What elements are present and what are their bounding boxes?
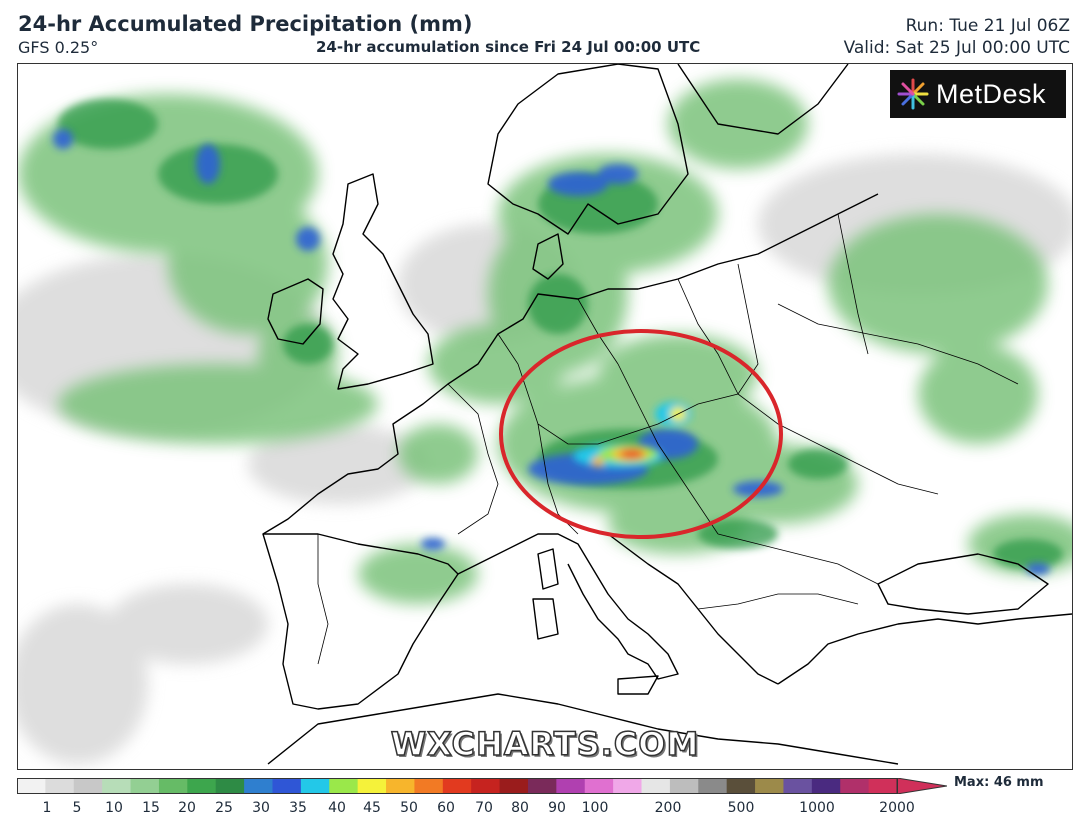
colorbar-tick-label: 1000 — [799, 800, 835, 816]
metdesk-logo: MetDesk — [890, 70, 1066, 118]
colorbar-segment — [158, 778, 188, 794]
colorbar-segment — [527, 778, 557, 794]
colorbar-segment — [840, 778, 870, 794]
precipitation-map: MetDesk WXCHARTS.COM — [17, 63, 1073, 770]
colorbar-segment — [357, 778, 387, 794]
coastlines — [262, 64, 1072, 765]
colorbar-tick-label: 100 — [581, 800, 609, 816]
colorbar-tick-label: 1 — [42, 800, 52, 816]
colorbar-segment — [300, 778, 330, 794]
metdesk-burst-logo-icon — [897, 78, 929, 110]
colorbar-segment — [641, 778, 671, 794]
colorbar-segment — [613, 778, 643, 794]
colorbar-segment — [329, 778, 359, 794]
wxcharts-watermark: WXCHARTS.COM — [390, 724, 700, 764]
colorbar-tick-label: 200 — [654, 800, 682, 816]
colorbar-segment — [584, 778, 614, 794]
metdesk-logo-text: MetDesk — [936, 78, 1047, 109]
colorbar-tick-label: 60 — [437, 800, 455, 816]
max-value-label: Max: 46 mm — [954, 775, 1044, 790]
colorbar-segment — [17, 778, 46, 794]
colorbar-segment — [187, 778, 217, 794]
model-label: GFS 0.25° — [18, 38, 99, 57]
colorbar-segment — [755, 778, 784, 794]
colorbar-segments — [17, 778, 898, 794]
colorbar-segment — [73, 778, 103, 794]
colorbar-segment — [698, 778, 728, 794]
colorbar-segment — [244, 778, 273, 794]
colorbar-tick-label: 5 — [72, 800, 82, 816]
colorbar-tick-label: 50 — [400, 800, 418, 816]
colorbar-tick-labels: 1 5 10 15 20 25 30 35 40 45 50 60 70 80 90 100 200 500 100… — [0, 800, 1088, 820]
colorbar-segment — [811, 778, 841, 794]
colorbar-segment — [272, 778, 302, 794]
colorbar-segment — [868, 778, 898, 794]
precipitation-colorbar — [17, 778, 947, 794]
colorbar-segment — [386, 778, 415, 794]
colorbar-segment — [442, 778, 472, 794]
valid-time-label: Valid: Sat 25 Jul 00:00 UTC — [843, 38, 1070, 58]
run-time-label: Run: Tue 21 Jul 06Z — [905, 16, 1070, 36]
colorbar-tick-label: 20 — [178, 800, 196, 816]
colorbar-tick-label: 10 — [105, 800, 123, 816]
colorbar-tick-label: 35 — [289, 800, 307, 816]
colorbar-segment — [726, 778, 756, 794]
colorbar-segment — [499, 778, 529, 794]
colorbar-segment — [414, 778, 444, 794]
colorbar-segment — [471, 778, 501, 794]
colorbar-segment — [783, 778, 813, 794]
colorbar-segment — [669, 778, 699, 794]
colorbar-segment — [130, 778, 160, 794]
colorbar-tick-label: 70 — [475, 800, 493, 816]
colorbar-tick-label: 15 — [142, 800, 160, 816]
colorbar-tick-label: 30 — [252, 800, 270, 816]
colorbar-tick-label: 500 — [727, 800, 755, 816]
heavy-precip-cells — [53, 129, 1050, 575]
colorbar-tick-label: 90 — [548, 800, 566, 816]
colorbar-segment — [556, 778, 586, 794]
colorbar-tick-label: 45 — [363, 800, 381, 816]
colorbar-segment — [215, 778, 245, 794]
colorbar-tick-label: 2000 — [879, 800, 915, 816]
colorbar-tick-label: 25 — [215, 800, 233, 816]
chart-title: 24-hr Accumulated Precipitation (mm) — [18, 12, 473, 36]
colorbar-tick-label: 80 — [511, 800, 529, 816]
colorbar-segment — [102, 778, 132, 794]
colorbar-overflow-arrow — [896, 778, 947, 794]
colorbar-frame — [17, 778, 898, 794]
accumulation-subtitle: 24-hr accumulation since Fri 24 Jul 00:0… — [316, 38, 701, 56]
map-canvas — [18, 64, 1072, 765]
intense-precip-core — [573, 402, 691, 468]
country-borders — [317, 213, 1019, 665]
highlight-ellipse — [499, 329, 783, 539]
colorbar-tick-label: 40 — [328, 800, 346, 816]
colorbar-segment — [45, 778, 75, 794]
